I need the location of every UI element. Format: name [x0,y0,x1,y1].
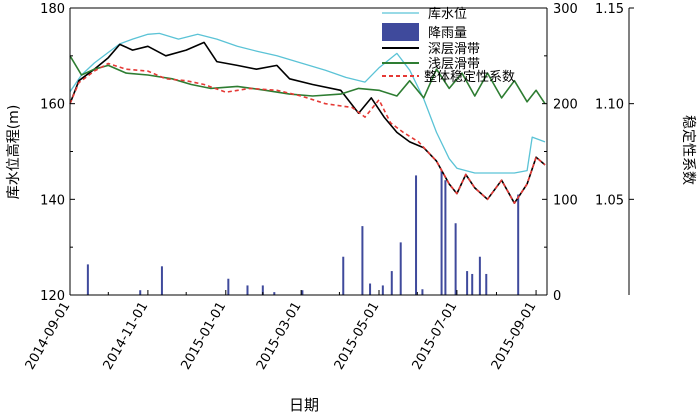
x-axis-label: 日期 [289,396,319,413]
rainfall-bar [381,285,384,295]
rainfall-bar [444,180,447,295]
x-tick-label: 2015-01-01 [178,300,229,373]
rainfall-bar [421,289,424,295]
rainfall-bar [471,273,474,295]
legend-label-deep: 深层滑带 [428,42,480,57]
rainfall-bar [301,290,304,295]
left-y-tick-label: 140 [40,193,65,208]
rainfall-bar [478,256,481,295]
x-tick-label: 2015-03-01 [254,300,305,373]
legend-label-rain: 降雨量 [428,26,467,41]
rainfall-y-tick-label: 200 [553,98,578,113]
left-y-axis-label: 库水位高程(m) [5,105,22,200]
plot-series-group [69,32,546,295]
rainfall-bar [246,285,249,295]
rainfall-y-tick-label: 300 [553,2,578,17]
rainfall-bar [440,170,443,295]
x-tick-label: 2015-07-01 [410,299,461,372]
series-line-deep [69,41,546,204]
stability-y-tick-label: 1.15 [595,2,624,17]
series-line-reservoir [69,32,546,174]
x-tick-label: 2014-11-01 [101,300,152,373]
rainfall-bar [227,278,230,295]
rainfall-bar [273,292,276,295]
stability-y-tick-label: 1.10 [595,98,624,113]
stability-y-tick-label: 1.05 [595,193,624,208]
rainfall-bar [160,266,163,295]
legend-label-reservoir: 库水位 [428,6,467,22]
rainfall-bar [415,175,418,295]
rainfall-y-tick-label: 0 [553,289,561,304]
rainfall-bar [466,271,469,295]
rainfall-bar [517,194,520,295]
axes-group: 120 140 160 180 0 100 200 300 1.05 1.10 1.15 2014-0… [23,2,634,372]
x-tick-label: 2015-05-01 [332,300,383,373]
rainfall-bar [369,283,372,295]
series-line-shallow [69,55,546,105]
x-tick-label: 2014-09-01 [23,300,74,373]
rainfall-bar [86,264,89,295]
left-y-tick-label: 160 [40,98,65,113]
legend-swatch-rain [382,23,419,41]
x-tick-label: 2015-09-01 [489,300,540,373]
rainfall-bar [139,290,142,295]
legend-label-fs: 整体稳定性系数 [424,69,515,85]
rainfall-bar [261,285,264,295]
rainfall-bar [399,242,402,295]
left-y-tick-label: 180 [40,2,65,17]
series-line-fs [69,62,546,204]
legend-label-shallow: 浅层滑带 [428,57,480,72]
rainfall-bar [390,271,393,295]
rainfall-bar [485,273,488,295]
rainfall-y-tick-label: 100 [553,193,578,208]
stability-axis-label: 稳定性系数 [680,115,696,185]
rainfall-bar [342,256,345,295]
rainfall-bar [361,226,364,295]
rainfall-bar [454,223,457,295]
left-y-tick-label: 120 [40,289,65,304]
